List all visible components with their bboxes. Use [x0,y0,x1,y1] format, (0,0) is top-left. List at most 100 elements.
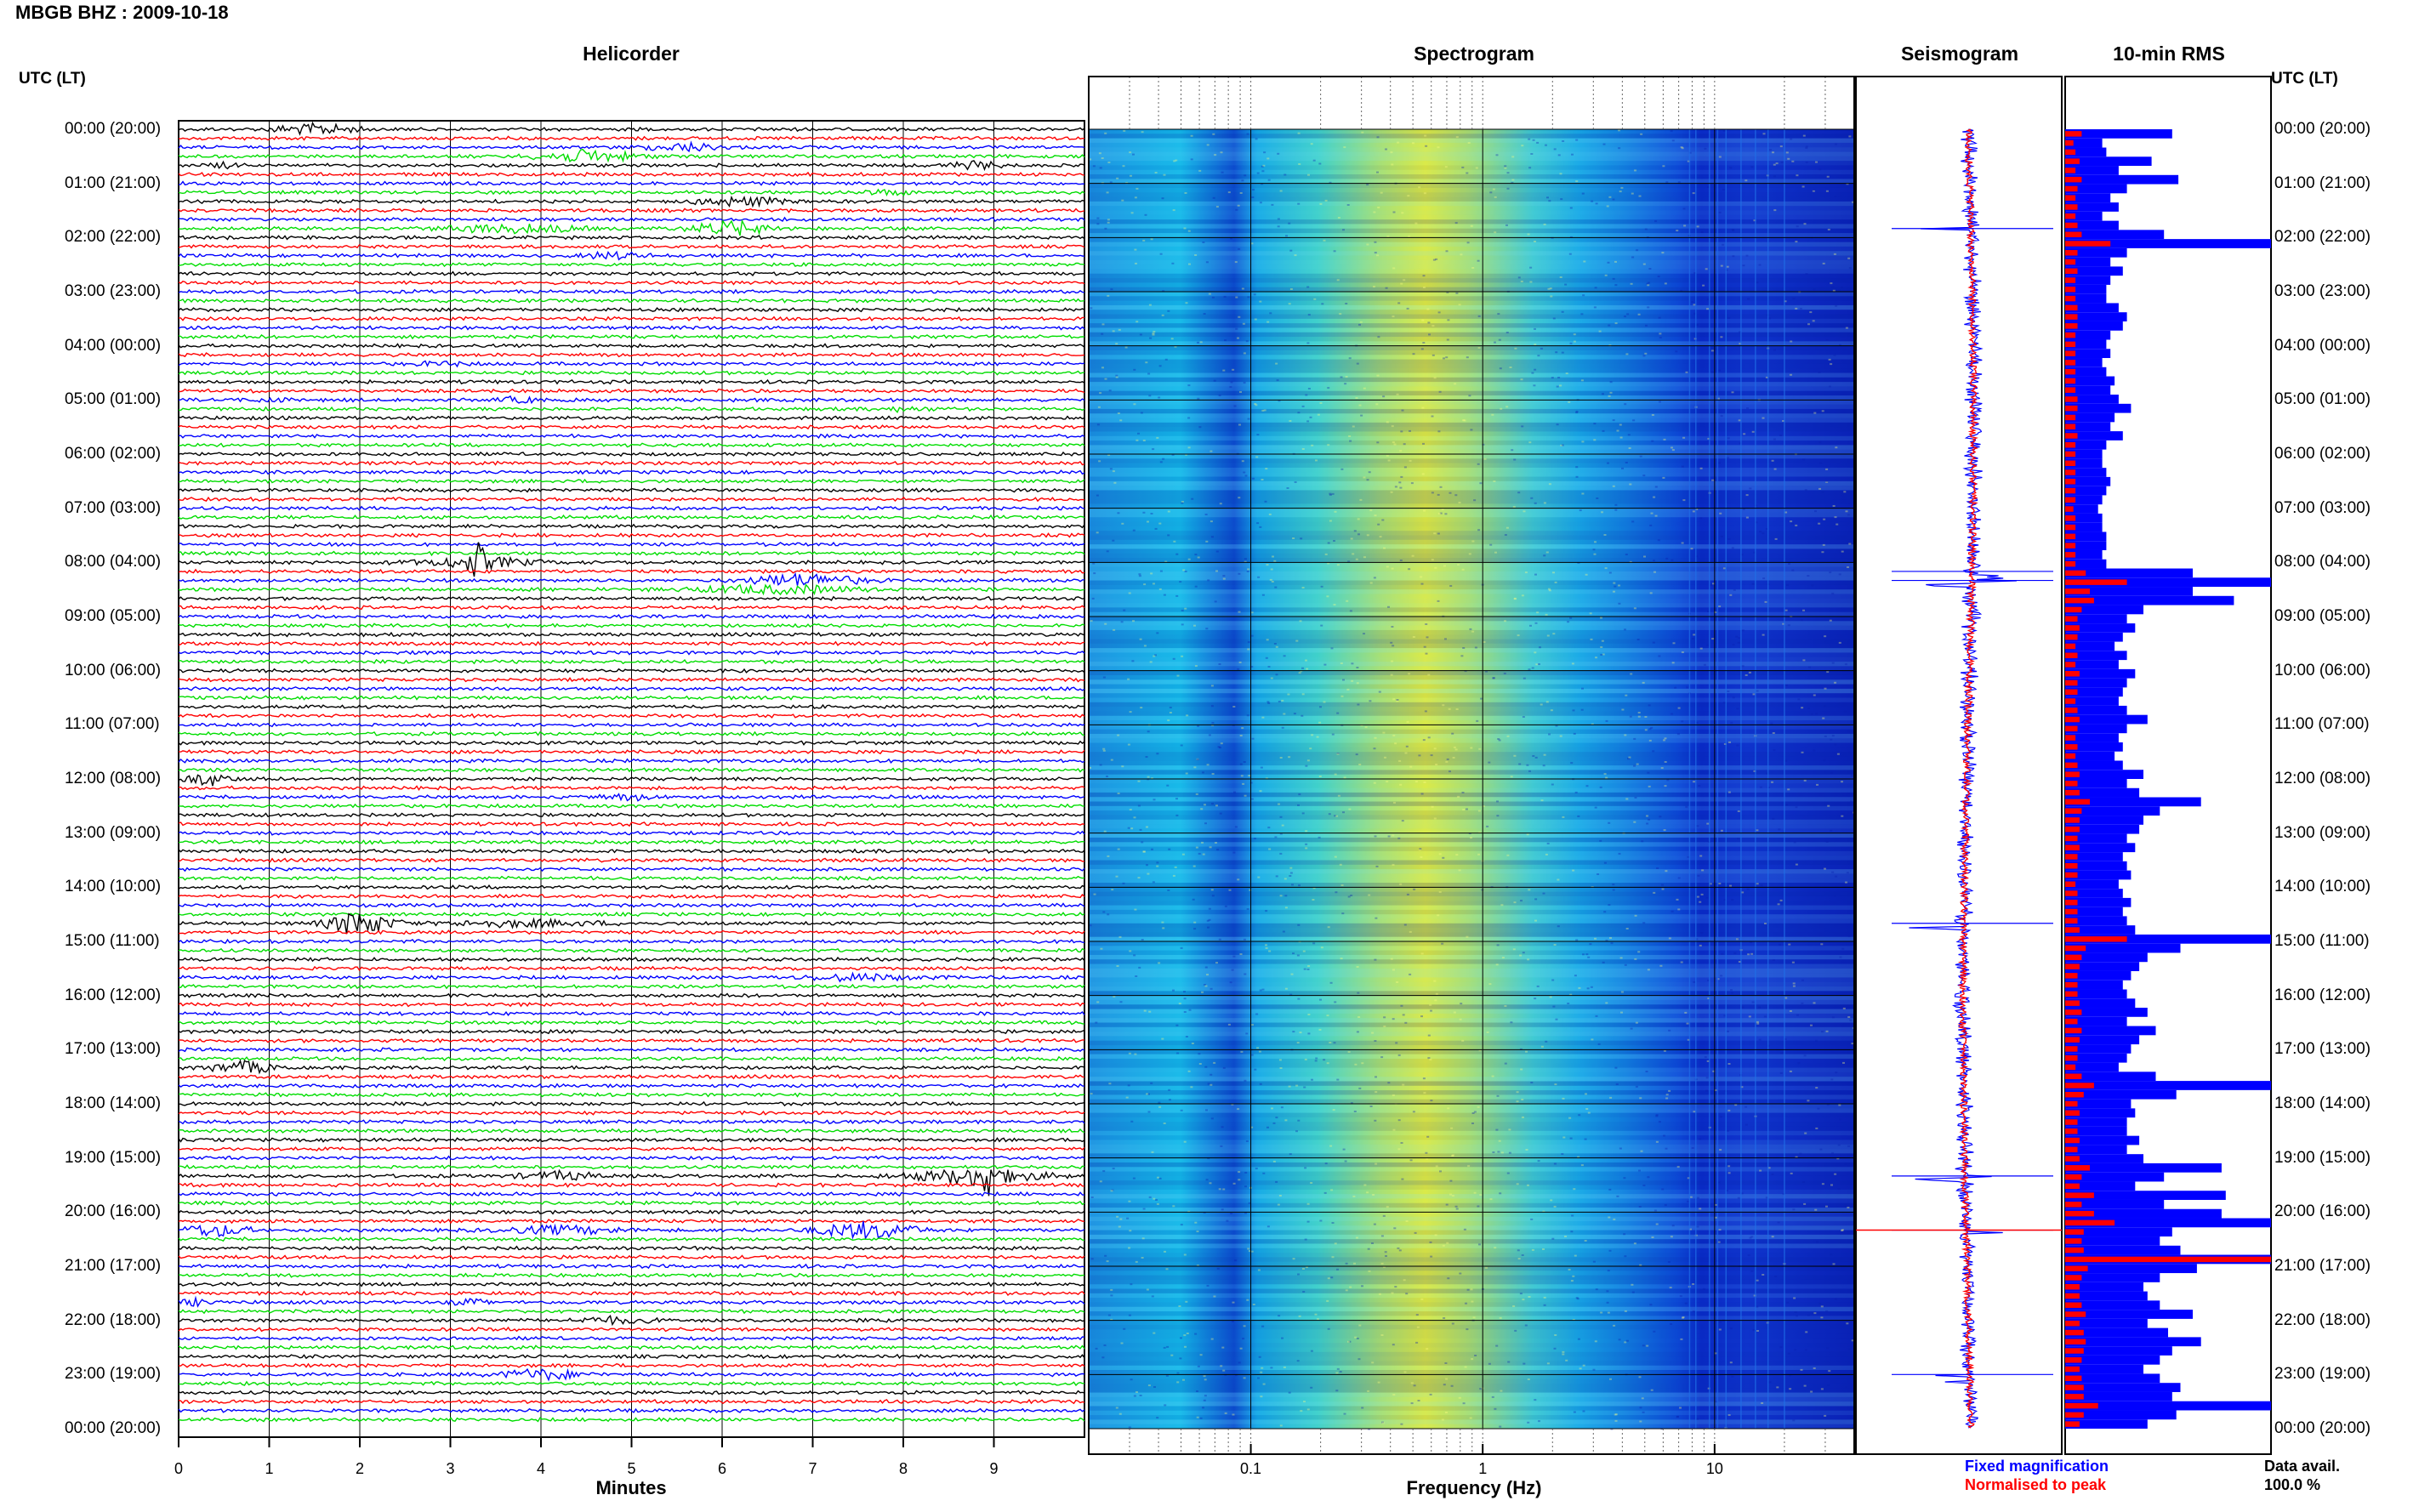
spectrogram-speckle [1842,1061,1845,1064]
spectrogram-speckle [1845,1386,1847,1389]
spectrogram-speckle [1745,254,1749,257]
spectrogram-streak [1089,1212,1854,1217]
spectrogram-speckle [1624,628,1626,631]
spectrogram-speckle [1159,253,1163,255]
spectrogram-speckle [1731,899,1734,901]
spectrogram-speckle [1802,134,1806,137]
rms-fixed-bar [2065,1026,2156,1036]
spectrogram-speckle [1551,1237,1555,1240]
minute-tick-label: 4 [536,1460,546,1477]
spectrogram-speckle [1597,873,1600,875]
spectrogram-speckle [1340,958,1343,960]
spectrogram-speckle [1244,174,1247,177]
spectrogram-speckle [1210,1338,1214,1340]
spectrogram-streak [1089,828,1854,833]
spectrogram-speckle [1737,1197,1740,1199]
spectrogram-speckle [1695,721,1699,724]
spectrogram-speckle [1355,558,1358,560]
spectrogram-streak [1089,1077,1854,1082]
spectrogram-speckle [1625,694,1628,696]
spectrogram-speckle [1262,1383,1266,1385]
spectrogram-speckle [1620,186,1624,189]
spectrogram-streak [1089,490,1854,495]
rms-normalised-bar [2065,616,2078,622]
spectrogram-speckle [1214,154,1217,156]
spectrogram-speckle [1422,287,1426,288]
spectrogram-speckle [1618,584,1620,587]
spectrogram-speckle [1530,1082,1534,1083]
rms-normalised-bar [2065,341,2076,348]
spectrogram-speckle [1140,707,1143,709]
rms-normalised-bar [2065,469,2076,475]
frequency-tick-label: 10 [1705,1460,1723,1477]
hour-label-left: 04:00 (00:00) [65,336,162,355]
spectrogram-speckle [1698,785,1701,787]
spectrogram-speckle [1238,1361,1241,1364]
rms-fixed-bar [2065,367,2107,377]
spectrogram-speckle [1642,475,1646,477]
spectrogram-speckle [1220,151,1223,154]
rms-fixed-bar [2065,504,2098,514]
spectrogram-speckle [1099,167,1102,169]
spectrogram-speckle [1825,468,1829,470]
spectrogram-streak [1089,1406,1854,1411]
spectrogram-speckle [1202,1407,1204,1409]
spectrogram-speckle [1645,1071,1648,1072]
rms-normalised-bar [2065,204,2078,210]
spectrogram-speckle [1534,344,1537,346]
spectrogram-speckle [1418,754,1421,757]
hour-label-left: 02:00 (22:00) [65,228,162,247]
spectrogram-speckle [1129,151,1132,154]
spectrogram-speckle [1141,1257,1144,1259]
spectrogram-speckle [1298,793,1301,796]
spectrogram-speckle [1470,1288,1473,1291]
spectrogram-speckle [1523,677,1526,679]
spectrogram-speckle [1169,1099,1171,1101]
spectrogram-speckle [1534,327,1536,330]
spectrogram-speckle [1779,435,1782,436]
spectrogram-speckle [1530,497,1534,499]
spectrogram-speckle [1367,1248,1370,1250]
rms-fixed-bar [2065,889,2123,898]
spectrogram-speckle [1503,672,1506,674]
spectrogram-streak [1089,1126,1854,1131]
spectrogram-speckle [1259,1083,1262,1085]
spectrogram-speckle [1792,1208,1796,1211]
spectrogram-speckle [1513,458,1517,461]
spectrogram-speckle [1429,1393,1432,1395]
spectrogram-speckle [1604,567,1608,570]
spectrogram-speckle [1435,1165,1438,1168]
spectrogram-speckle [1327,444,1330,446]
spectrogram-speckle [1702,284,1705,287]
spectrogram-speckle [1750,1236,1754,1238]
spectrogram-speckle [1531,1248,1534,1251]
spectrogram-streak [1089,1040,1854,1046]
spectrogram-speckle [1474,1355,1477,1356]
spectrogram-speckle [1796,174,1799,177]
helicorder-trace [178,415,1085,421]
spectrogram-speckle [1538,1420,1540,1423]
helicorder-trace [178,1344,1085,1350]
helicorder-trace [178,1309,1085,1315]
spectrogram-speckle [1772,817,1775,820]
rms-fixed-bar [2065,395,2119,404]
spectrogram-speckle [1773,349,1776,351]
hour-label-right: 02:00 (22:00) [2274,228,2371,247]
spectrogram-speckle [1221,1208,1224,1211]
spectrogram-speckle [1520,281,1523,282]
spectrogram-speckle [1782,622,1785,625]
spectrogram-speckle [1427,674,1431,676]
rms-fixed-bar [2065,1199,2165,1209]
spectrogram-speckle [1221,1346,1225,1349]
spectrogram-speckle [1619,190,1622,193]
spectrogram-speckle [1237,878,1240,881]
rms-normalised-bar [2065,451,2076,458]
spectrogram-speckle [1540,799,1544,802]
spectrogram-streak [1089,1415,1854,1420]
spectrogram-speckle [1580,313,1584,315]
spectrogram-speckle [1384,1251,1387,1253]
spectrogram-speckle [1717,369,1721,372]
spectrogram-speckle [1148,1196,1152,1198]
spectrogram-streak [1089,1117,1854,1123]
spectrogram-speckle [1345,376,1348,378]
